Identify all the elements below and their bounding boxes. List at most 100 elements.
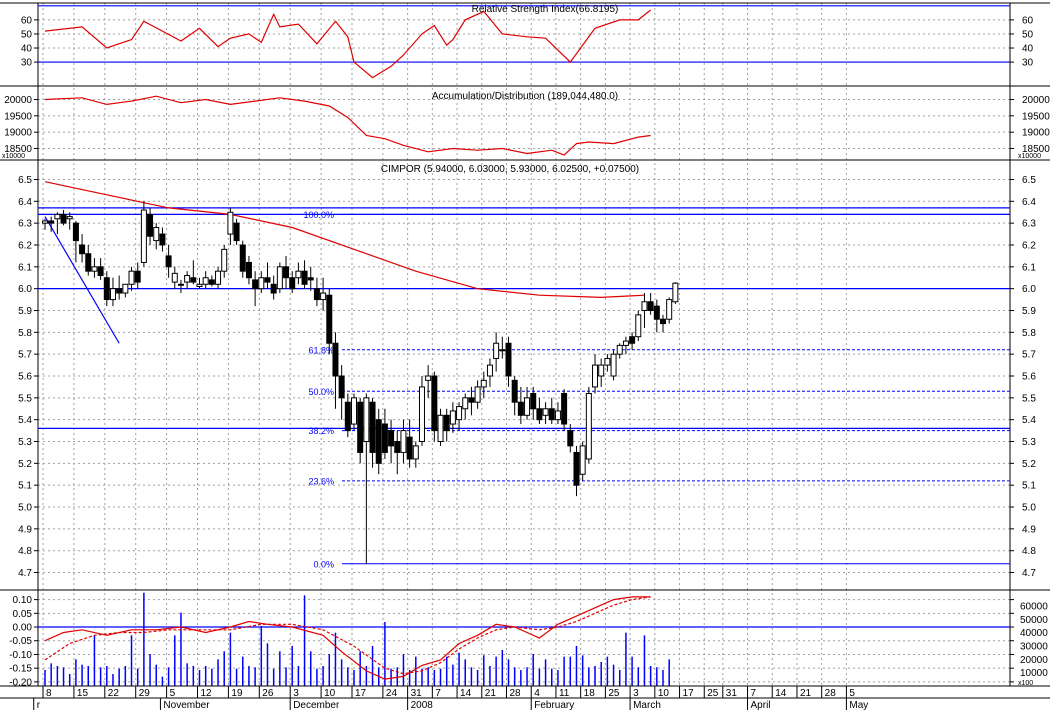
y-tick-label: 5.3 bbox=[18, 437, 32, 448]
y-tick-label: 4.7 bbox=[18, 568, 32, 579]
volume-tick-label: 30000 bbox=[1020, 642, 1048, 653]
candle-body bbox=[344, 401, 351, 432]
x-axis: 8 15 22 29 5 12 19 26 3 10 17 24 31 7 14 21 28 4 11 18 25 3 10… bbox=[0, 685, 1050, 710]
candle-body bbox=[233, 222, 240, 242]
y-tick-label: -0.15 bbox=[9, 664, 32, 675]
x-day-label: 31 bbox=[726, 688, 738, 699]
candle-body bbox=[375, 419, 382, 464]
y-tick-label: 0.10 bbox=[13, 595, 33, 606]
x-day-label: 31 bbox=[411, 688, 423, 699]
candle-body bbox=[653, 305, 660, 320]
candle-body bbox=[338, 375, 345, 399]
candle-body bbox=[103, 277, 110, 301]
fib-level-label: 23.6% bbox=[308, 476, 334, 486]
y-tick-label: 6.4 bbox=[18, 197, 32, 208]
candle-body bbox=[227, 211, 234, 235]
y-tick-label: 5.5 bbox=[18, 393, 32, 404]
y-tick-label-right: 5.6 bbox=[1022, 372, 1036, 383]
fib-level-label: 38.2% bbox=[308, 426, 334, 436]
fib-level-label: 61.8% bbox=[308, 345, 334, 355]
y-tick-label-right: 5.9 bbox=[1022, 306, 1036, 317]
x-day-label: 19 bbox=[231, 688, 243, 699]
fib-level-label: 50.0% bbox=[308, 387, 334, 397]
y-tick-label: 18500 bbox=[4, 144, 32, 155]
y-tick-label: 40 bbox=[21, 44, 33, 55]
x-month-label: r bbox=[37, 700, 41, 710]
candle-body bbox=[320, 292, 327, 301]
y-tick-label: 19500 bbox=[4, 111, 32, 122]
candle-body bbox=[388, 430, 395, 447]
candle-body bbox=[79, 244, 86, 255]
candle-body bbox=[431, 375, 438, 432]
candle-body bbox=[641, 301, 648, 311]
candle-body bbox=[561, 392, 568, 425]
x-month-label: February bbox=[534, 700, 574, 710]
ad-line bbox=[44, 95, 651, 156]
candle-body bbox=[134, 270, 141, 283]
candle-body bbox=[332, 342, 339, 377]
y-tick-label: 6.1 bbox=[18, 262, 32, 273]
price-panel-title: CIMPOR (5.94000, 6.03000, 5.93000, 6.025… bbox=[381, 164, 639, 175]
y-tick-label-right: 6.5 bbox=[1022, 175, 1036, 186]
y-tick-label: 5.0 bbox=[18, 503, 32, 514]
y-tick-label-right: 20000 bbox=[1022, 95, 1050, 106]
candle-body bbox=[177, 283, 184, 286]
rsi-panel-title: Relative Strength Index(66.8195) bbox=[472, 4, 619, 15]
y-tick-label-right: 18500 bbox=[1022, 144, 1050, 155]
y-tick-label: -0.20 bbox=[9, 677, 32, 688]
candle-body bbox=[54, 213, 61, 220]
y-tick-label: 5.9 bbox=[18, 306, 32, 317]
candle-body bbox=[171, 272, 178, 283]
candle-body bbox=[128, 270, 135, 285]
candle-body bbox=[283, 266, 290, 279]
candle-body bbox=[474, 386, 481, 403]
candle-body bbox=[456, 406, 463, 421]
candle-body bbox=[622, 340, 629, 346]
volume-multiplier-label: x100 bbox=[1018, 680, 1033, 687]
y-tick-label-right: 6.4 bbox=[1022, 197, 1036, 208]
x-day-label: 21 bbox=[485, 688, 497, 699]
candle-body bbox=[116, 288, 123, 294]
y-tick-label: 60 bbox=[21, 15, 33, 26]
candle-body bbox=[635, 314, 642, 338]
y-tick-label-right: 5.4 bbox=[1022, 415, 1036, 426]
candle-body bbox=[252, 279, 259, 290]
y-tick-label-right: 4.8 bbox=[1022, 546, 1036, 557]
y-tick-label: -0.05 bbox=[9, 636, 32, 647]
candle-body bbox=[542, 408, 549, 416]
candle-body bbox=[425, 375, 432, 381]
x-day-label: 25 bbox=[707, 688, 719, 699]
x-month-label: 2008 bbox=[411, 700, 434, 710]
y-tick-label-right: 60 bbox=[1022, 15, 1034, 26]
candle-body bbox=[153, 227, 160, 242]
x-day-label: 25 bbox=[608, 688, 620, 699]
y-tick-label: 50 bbox=[21, 29, 33, 40]
candle-body bbox=[579, 445, 586, 475]
candle-body bbox=[97, 266, 104, 277]
x-month-label: December bbox=[293, 700, 340, 710]
y-tick-label: 0.05 bbox=[13, 609, 33, 620]
candle-body bbox=[48, 220, 55, 224]
candle-body bbox=[666, 299, 673, 320]
candle-body bbox=[363, 397, 370, 443]
trend-line bbox=[44, 216, 120, 344]
x-day-label: 15 bbox=[77, 688, 89, 699]
candle-body bbox=[493, 342, 500, 360]
candle-body bbox=[554, 410, 561, 421]
candle-body bbox=[548, 408, 555, 421]
candle-body bbox=[85, 253, 92, 272]
x-day-label: 17 bbox=[355, 688, 367, 699]
y-tick-label-right: 6.1 bbox=[1022, 262, 1036, 273]
y-tick-label-right: 5.2 bbox=[1022, 459, 1036, 470]
candle-body bbox=[307, 277, 314, 281]
candle-body bbox=[215, 270, 222, 285]
candle-body bbox=[511, 379, 518, 403]
candle-body bbox=[60, 213, 67, 224]
candle-body bbox=[418, 386, 425, 443]
candle-body bbox=[616, 344, 623, 355]
candle-body bbox=[480, 379, 487, 388]
y-tick-label: 0.00 bbox=[13, 623, 33, 634]
candle-body bbox=[462, 397, 469, 410]
candle-body bbox=[326, 294, 333, 344]
